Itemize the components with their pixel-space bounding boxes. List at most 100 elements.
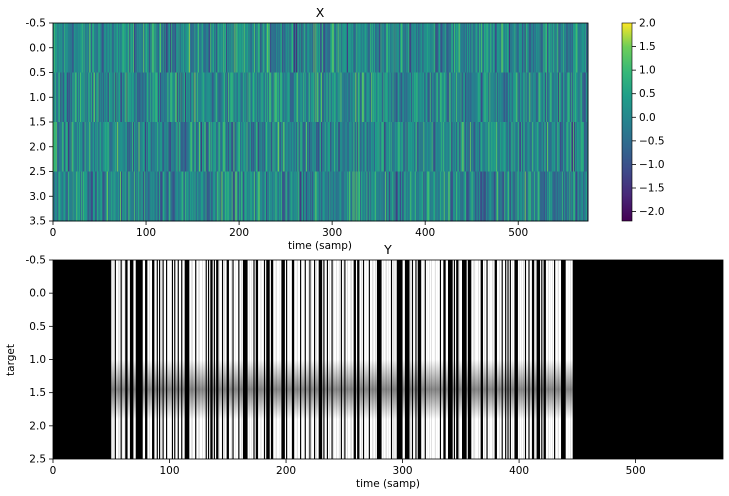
heatmap-cell bbox=[204, 23, 207, 73]
heatmap-cell bbox=[464, 171, 466, 222]
heatmap-cell bbox=[159, 122, 161, 172]
heatmap-cell bbox=[518, 171, 520, 222]
target-stripe bbox=[534, 260, 536, 459]
heatmap-cell bbox=[263, 72, 265, 123]
heatmap-cell bbox=[378, 23, 381, 73]
heatmap-cell bbox=[146, 171, 149, 222]
heatmap-cell bbox=[249, 171, 251, 222]
heatmap-cell bbox=[76, 23, 78, 73]
heatmap-cell bbox=[100, 171, 102, 222]
heatmap-cell bbox=[332, 171, 334, 222]
heatmap-cell bbox=[197, 122, 199, 172]
heatmap-cell bbox=[121, 23, 124, 73]
heatmap-cell bbox=[99, 23, 101, 73]
heatmap-cell bbox=[149, 72, 152, 123]
heatmap-cell bbox=[96, 171, 99, 222]
heatmap-cell bbox=[556, 23, 558, 73]
heatmap-cell bbox=[113, 171, 115, 222]
heatmap-cell bbox=[267, 72, 269, 123]
heatmap-cell bbox=[427, 122, 430, 172]
heatmap-cell bbox=[173, 122, 175, 172]
heatmap-cell bbox=[222, 122, 224, 172]
heatmap-cell bbox=[351, 23, 354, 73]
heatmap-cell bbox=[56, 122, 59, 172]
heatmap-cell bbox=[298, 23, 301, 73]
heatmap-cell bbox=[553, 171, 556, 222]
heatmap-cell bbox=[182, 72, 184, 123]
heatmap-cell bbox=[369, 122, 371, 172]
heatmap-cell bbox=[430, 23, 433, 73]
heatmap-cell bbox=[159, 171, 161, 222]
heatmap-cell bbox=[206, 23, 208, 73]
heatmap-cell bbox=[410, 23, 412, 73]
heatmap-cell bbox=[208, 23, 210, 73]
target-stripe bbox=[425, 260, 428, 459]
heatmap-cell bbox=[545, 171, 547, 222]
heatmap-cell bbox=[310, 23, 313, 73]
heatmap-cell bbox=[469, 171, 472, 222]
heatmap-cell bbox=[259, 171, 261, 222]
heatmap-cell bbox=[543, 122, 545, 172]
heatmap-cell bbox=[177, 171, 180, 222]
target-stripe bbox=[209, 260, 211, 459]
heatmap-cell bbox=[388, 122, 391, 172]
chart-x-yticks: -0.50.00.51.01.52.02.53.03.5 bbox=[26, 18, 53, 228]
heatmap-cell bbox=[232, 23, 235, 73]
heatmap-cell bbox=[280, 72, 282, 123]
heatmap-cell bbox=[573, 23, 575, 73]
heatmap-cell bbox=[407, 23, 409, 73]
target-stripe bbox=[254, 260, 256, 459]
target-stripe bbox=[157, 260, 160, 459]
heatmap-cell bbox=[425, 23, 427, 73]
heatmap-cell bbox=[534, 72, 536, 123]
heatmap-cell bbox=[490, 171, 492, 222]
heatmap-cell bbox=[251, 23, 253, 73]
heatmap-cell bbox=[176, 122, 179, 172]
heatmap-cell bbox=[285, 122, 288, 172]
heatmap-cell bbox=[419, 171, 422, 222]
heatmap-cell bbox=[378, 171, 381, 222]
heatmap-cell bbox=[143, 72, 145, 123]
heatmap-cell bbox=[96, 72, 99, 123]
target-stripe bbox=[265, 260, 267, 459]
target-stripe bbox=[372, 260, 374, 459]
heatmap-cell bbox=[199, 23, 201, 73]
heatmap-cell bbox=[518, 23, 520, 73]
heatmap-cell bbox=[346, 72, 348, 123]
heatmap-cell bbox=[299, 171, 301, 222]
heatmap-cell bbox=[417, 171, 420, 222]
heatmap-cell bbox=[201, 72, 204, 123]
heatmap-cell bbox=[230, 122, 233, 172]
x-tick-label: 400 bbox=[415, 227, 435, 239]
heatmap-cell bbox=[278, 72, 280, 123]
target-stripe bbox=[484, 260, 487, 459]
heatmap-cell bbox=[292, 122, 294, 172]
heatmap-cell bbox=[411, 72, 413, 123]
heatmap-cell bbox=[527, 72, 529, 123]
heatmap-cell bbox=[490, 23, 492, 73]
heatmap-cell bbox=[74, 72, 76, 123]
heatmap-cell bbox=[314, 23, 316, 73]
heatmap-cell bbox=[175, 171, 178, 222]
heatmap-cell bbox=[261, 23, 263, 73]
heatmap-cell bbox=[352, 72, 355, 123]
heatmap-cell bbox=[530, 171, 532, 222]
heatmap-cell bbox=[343, 23, 345, 73]
heatmap-cell bbox=[471, 23, 474, 73]
heatmap-cell bbox=[492, 23, 494, 73]
heatmap-cell bbox=[561, 72, 564, 123]
x-tick-label: 500 bbox=[626, 465, 646, 477]
heatmap-cell bbox=[513, 23, 515, 73]
heatmap-cell bbox=[502, 23, 504, 73]
heatmap-cell bbox=[144, 23, 146, 73]
heatmap-cell bbox=[125, 171, 128, 222]
heatmap-cell bbox=[454, 122, 457, 172]
target-stripe bbox=[260, 260, 262, 459]
heatmap-cell bbox=[197, 23, 199, 73]
heatmap-cell bbox=[566, 171, 569, 222]
heatmap-cell bbox=[517, 122, 519, 172]
heatmap-cell bbox=[400, 122, 402, 172]
heatmap-cell bbox=[255, 23, 258, 73]
heatmap-cell bbox=[258, 171, 261, 222]
heatmap-cell bbox=[59, 122, 61, 172]
